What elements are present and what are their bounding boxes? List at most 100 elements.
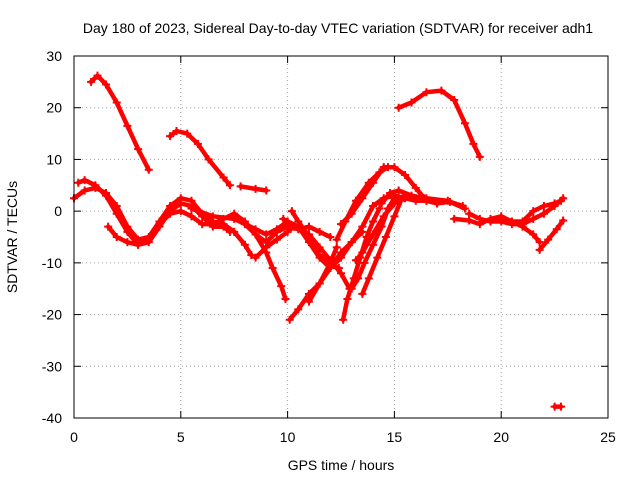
- data-point: [386, 189, 395, 198]
- data-point: [465, 209, 474, 218]
- data-point: [123, 227, 132, 236]
- data-point: [315, 227, 324, 236]
- data-series-21: [358, 196, 405, 298]
- data-series-2: [166, 126, 234, 190]
- data-point: [326, 233, 335, 241]
- data-point: [460, 119, 469, 128]
- data-point: [304, 222, 313, 231]
- data-point: [236, 182, 245, 191]
- data-point: [326, 258, 335, 267]
- data-point: [251, 253, 260, 262]
- data-point: [422, 88, 431, 97]
- data-point: [358, 222, 367, 231]
- data-point: [369, 201, 378, 210]
- data-point: [268, 264, 277, 273]
- data-point: [304, 233, 313, 241]
- data-point: [539, 201, 548, 210]
- data-point: [364, 274, 373, 283]
- data-point: [445, 197, 454, 206]
- data-point: [262, 243, 271, 252]
- data-point: [339, 315, 348, 324]
- data-point: [390, 212, 399, 221]
- data-point: [332, 243, 341, 252]
- data-point: [93, 71, 102, 80]
- data-series-4: [394, 86, 484, 161]
- data-point: [144, 235, 153, 244]
- data-point: [379, 163, 388, 172]
- data-point: [80, 176, 89, 185]
- data-point: [193, 139, 202, 148]
- data-point: [144, 165, 153, 174]
- data-point: [465, 216, 474, 225]
- data-point: [347, 238, 356, 247]
- data-point: [219, 222, 228, 231]
- data-point: [112, 209, 121, 218]
- data-point: [285, 315, 294, 324]
- data-point: [475, 214, 484, 223]
- data-point: [358, 289, 367, 298]
- data-point: [407, 98, 416, 107]
- data-point: [204, 155, 213, 164]
- data-point: [134, 145, 143, 154]
- data-point: [550, 201, 559, 210]
- data-series-8: [187, 204, 354, 293]
- data-point: [166, 209, 175, 218]
- data-point: [251, 230, 260, 239]
- data-point: [475, 152, 484, 161]
- data-point: [262, 230, 271, 239]
- data-point: [559, 194, 568, 203]
- data-point: [407, 191, 416, 200]
- y-tick-label: -30: [42, 358, 62, 374]
- data-point: [394, 103, 403, 112]
- data-point: [458, 201, 467, 210]
- series-trace: [466, 198, 564, 224]
- data-series-25: [486, 194, 568, 229]
- data-point: [208, 220, 217, 229]
- data-point: [272, 227, 281, 236]
- data-point: [283, 217, 292, 226]
- data-point: [112, 98, 121, 107]
- data-point: [225, 227, 234, 236]
- data-point: [287, 207, 296, 216]
- data-point: [358, 248, 367, 257]
- y-axis-label: SDTVAR / TECUs: [4, 181, 20, 293]
- data-point: [390, 199, 399, 208]
- data-point: [343, 295, 352, 304]
- data-point: [535, 245, 544, 254]
- data-point: [337, 220, 345, 229]
- data-point: [529, 214, 538, 223]
- data-point: [507, 220, 516, 229]
- data-series-15: [304, 243, 341, 306]
- y-tick-label: 10: [46, 151, 62, 167]
- data-point: [557, 402, 566, 411]
- data-point: [304, 297, 313, 306]
- data-point: [134, 240, 143, 249]
- data-point: [172, 126, 181, 135]
- data-point: [401, 170, 410, 179]
- data-point: [437, 86, 446, 95]
- data-point: [369, 230, 378, 239]
- data-point: [358, 194, 367, 203]
- data-point: [334, 264, 343, 273]
- data-point: [351, 256, 360, 265]
- data-series-1: [87, 71, 153, 174]
- x-tick-label: 10: [280, 429, 296, 445]
- data-point: [283, 227, 292, 236]
- x-tick-label: 0: [70, 429, 78, 445]
- data-point: [74, 178, 83, 187]
- grid-lines: [74, 56, 608, 418]
- data-series-12: [283, 217, 367, 273]
- data-point: [354, 274, 363, 283]
- x-axis-label: GPS time / hours: [288, 457, 395, 473]
- data-point: [183, 129, 192, 138]
- data-point: [91, 181, 100, 190]
- data-point: [102, 80, 111, 89]
- x-tick-labels: 0 5 10 15 20 25: [70, 429, 616, 445]
- data-point: [225, 181, 234, 190]
- data-point: [155, 220, 164, 229]
- plot-frame: [73, 55, 609, 419]
- data-point: [420, 194, 429, 203]
- series-trace: [537, 218, 566, 253]
- series-trace: [88, 73, 152, 173]
- data-point: [433, 199, 442, 208]
